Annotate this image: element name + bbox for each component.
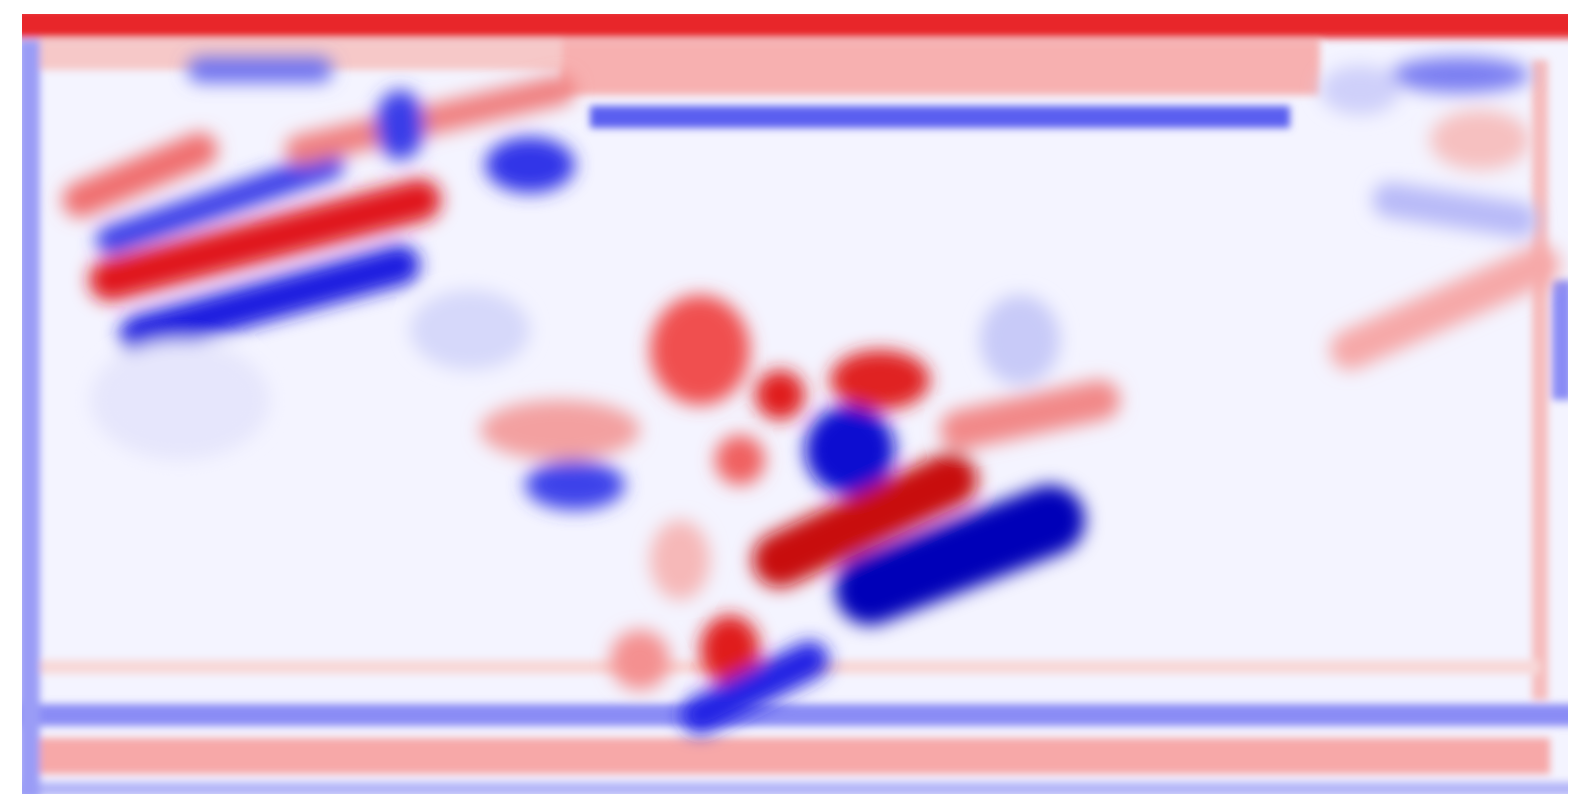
heat-layer xyxy=(22,14,1568,794)
